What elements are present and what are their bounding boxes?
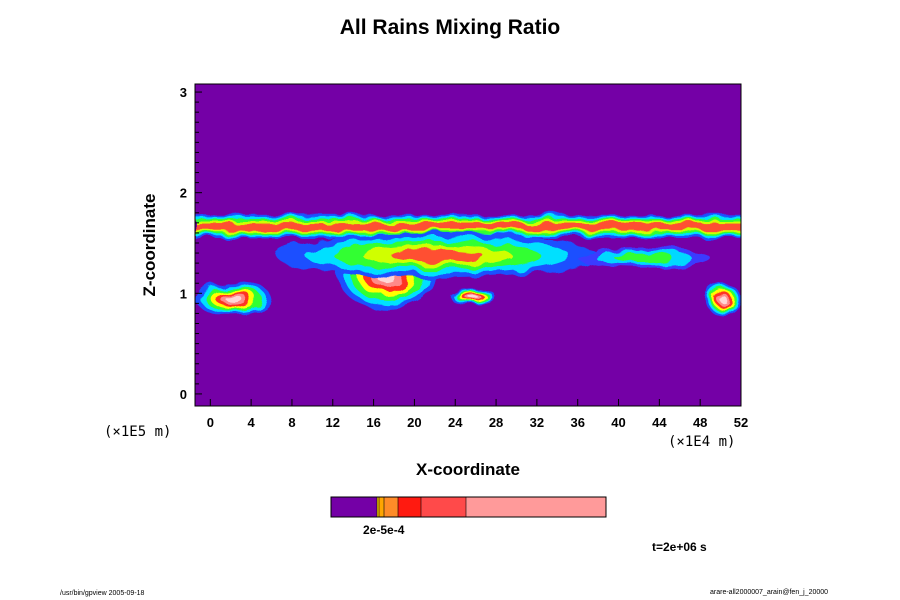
x-tick-label: 16 [366,415,380,430]
contour-region [276,232,599,279]
x-tick-label: 0 [207,415,214,430]
contour-region [705,283,741,316]
x-tick-label: 40 [611,415,625,430]
footer-filename: arare-all2000007_arain@fen_j_20000 [710,589,829,596]
contour-fill [468,295,478,299]
colorbar-bin [377,497,379,517]
y-tick-label: 0 [180,387,187,402]
y-axis: 0 1 2 3 [180,85,202,402]
colorbar-label: 2e-5e-4 [363,523,405,537]
x-tick-label: 52 [734,415,748,430]
y-axis-unit: (×1E5 m) [104,424,172,440]
y-axis-label: Z-coordinate [140,193,159,297]
x-tick-label: 32 [530,415,544,430]
contour-fill [719,295,727,303]
x-tick-label: 20 [407,415,421,430]
colorbar-bin [398,497,421,517]
x-tick-label: 36 [570,415,584,430]
colorbar-bin [379,497,384,517]
x-axis-label: X-coordinate [416,460,520,479]
x-axis-unit: (×1E4 m) [668,434,736,450]
contour-fill [195,223,741,230]
field-contours [195,214,741,316]
x-tick-label: 12 [326,415,340,430]
contour-region [577,248,711,269]
y-tick-label: 2 [180,186,187,201]
y-tick-label: 1 [180,286,187,301]
contour-fill [614,253,674,263]
y-tick-label: 3 [180,85,187,100]
colorbar-bin [466,497,606,517]
contour-fill [391,249,484,263]
x-tick-label: 48 [693,415,707,430]
time-label: t=2e+06 s [652,540,707,554]
plot-frame [194,83,742,407]
contour-fill [225,294,242,302]
x-tick-label: 4 [248,415,256,430]
colorbar-bin [384,497,398,517]
colorbar [330,496,607,518]
footer-command: /usr/bin/gpview 2005-09-18 [60,590,145,597]
x-tick-label: 8 [288,415,295,430]
x-tick-label: 24 [448,415,463,430]
colorbar-bin [421,497,466,517]
colorbar-frame [330,496,607,518]
contour-region [195,281,272,316]
chart-title: All Rains Mixing Ratio [339,16,561,39]
contour-region [450,288,497,306]
colorbar-bin [331,497,377,517]
x-tick-label: 28 [489,415,503,430]
contour-region [195,214,741,238]
x-axis: 0 4 8 12 16 20 24 28 32 36 40 44 48 52 [207,399,748,430]
x-tick-label: 44 [652,415,667,430]
